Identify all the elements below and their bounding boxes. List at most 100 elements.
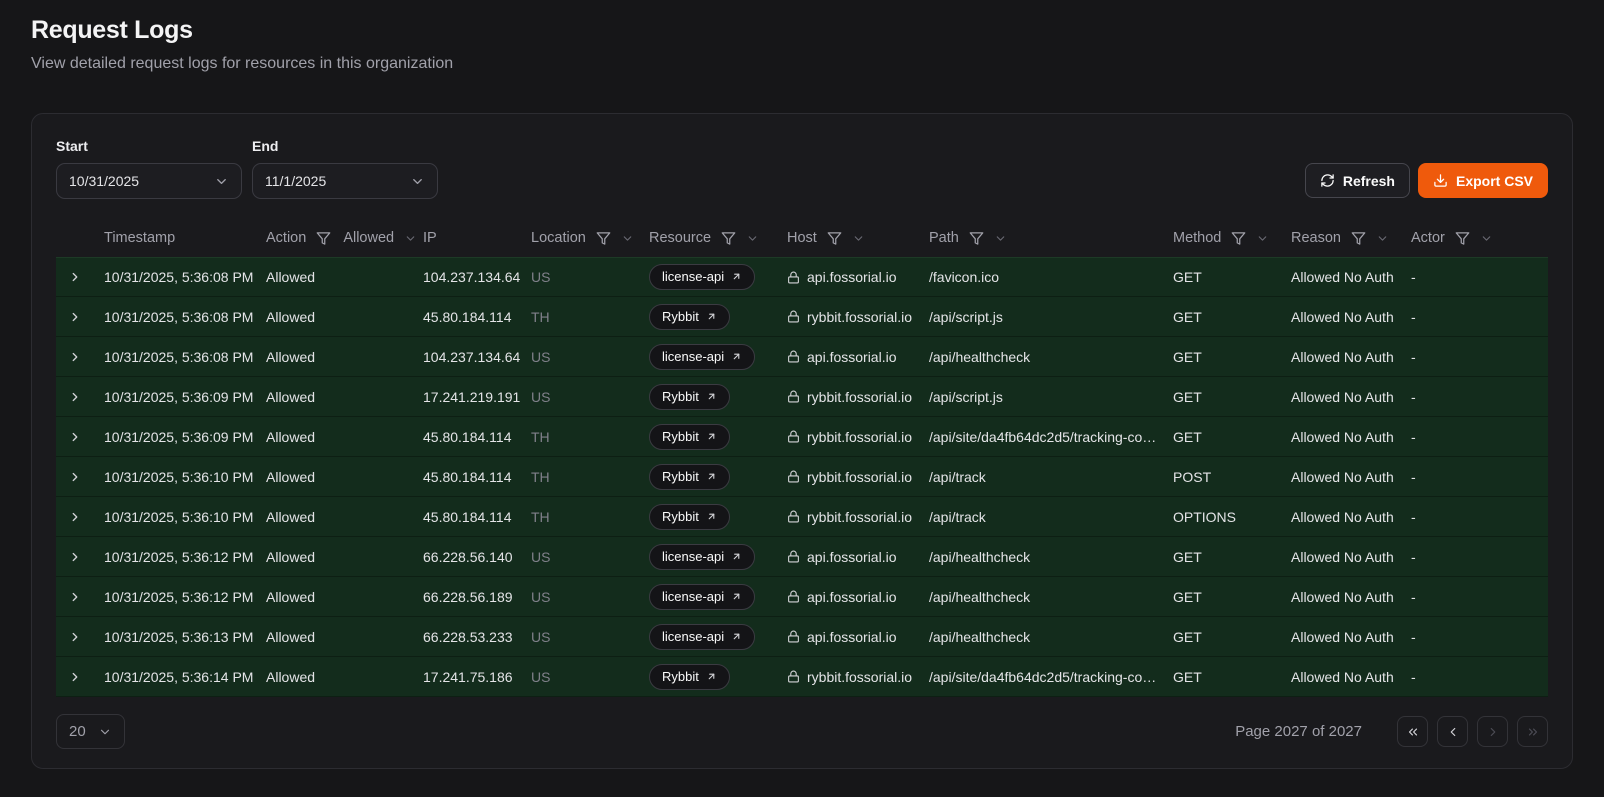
filter-icon[interactable] (316, 231, 331, 246)
last-page-button[interactable] (1517, 716, 1548, 747)
first-page-button[interactable] (1397, 716, 1428, 747)
location-cell: TH (531, 308, 550, 325)
table-row[interactable]: 10/31/2025, 5:36:08 PM Allowed 45.80.184… (56, 297, 1548, 337)
next-page-button[interactable] (1477, 716, 1508, 747)
lock-icon (787, 590, 800, 603)
ip-cell: 17.241.219.191 (423, 388, 521, 405)
resource-cell: Rybbit (649, 503, 787, 530)
previous-page-button[interactable] (1437, 716, 1468, 747)
export-csv-button[interactable]: Export CSV (1417, 163, 1548, 198)
timestamp-cell: 10/31/2025, 5:36:08 PM (104, 308, 254, 325)
request-logs-card: Start 10/31/2025 End 11/1/2025 (31, 113, 1573, 769)
table-row[interactable]: 10/31/2025, 5:36:13 PM Allowed 66.228.53… (56, 617, 1548, 657)
chevron-down-icon[interactable] (404, 232, 417, 245)
resource-cell: Rybbit (649, 383, 787, 410)
lock-icon (787, 550, 800, 563)
table-row[interactable]: 10/31/2025, 5:36:14 PM Allowed 17.241.75… (56, 657, 1548, 697)
host-cell: rybbit.fossorial.io (787, 669, 929, 685)
chevron-down-icon[interactable] (1256, 232, 1269, 245)
table-row[interactable]: 10/31/2025, 5:36:09 PM Allowed 17.241.21… (56, 377, 1548, 417)
path-cell: /api/healthcheck (929, 588, 1031, 605)
resource-link-badge[interactable]: license-api (649, 623, 756, 650)
chevron-down-icon[interactable] (852, 232, 865, 245)
table-row[interactable]: 10/31/2025, 5:36:10 PM Allowed 45.80.184… (56, 457, 1548, 497)
path-cell: /api/track (929, 508, 986, 525)
lock-icon (787, 430, 800, 443)
resource-link-badge[interactable]: Rybbit (649, 303, 730, 330)
end-date-select[interactable]: 11/1/2025 (252, 163, 438, 199)
timestamp-cell: 10/31/2025, 5:36:13 PM (104, 628, 254, 645)
chevron-down-icon[interactable] (621, 232, 634, 245)
expand-row-button[interactable] (56, 310, 104, 324)
method-cell: GET (1173, 269, 1202, 285)
lock-icon (787, 630, 800, 643)
chevron-down-icon[interactable] (746, 232, 759, 245)
filter-icon[interactable] (969, 231, 984, 246)
resource-link-badge[interactable]: license-api (649, 543, 756, 570)
action-filter-value[interactable]: Allowed (343, 230, 395, 246)
action-cell: Allowed (266, 468, 316, 485)
method-cell: OPTIONS (1173, 508, 1237, 525)
reason-cell: Allowed No Auth (1291, 548, 1394, 565)
expand-row-button[interactable] (56, 590, 104, 604)
refresh-button[interactable]: Refresh (1304, 163, 1410, 198)
start-date-select[interactable]: 10/31/2025 (56, 163, 242, 199)
expand-row-button[interactable] (56, 390, 104, 404)
expand-row-button[interactable] (56, 510, 104, 524)
table-row[interactable]: 10/31/2025, 5:36:10 PM Allowed 45.80.184… (56, 497, 1548, 537)
chevron-right-icon (1486, 725, 1500, 739)
table-row[interactable]: 10/31/2025, 5:36:09 PM Allowed 45.80.184… (56, 417, 1548, 457)
timestamp-cell: 10/31/2025, 5:36:12 PM (104, 548, 254, 565)
host-cell: rybbit.fossorial.io (787, 389, 929, 405)
filter-icon[interactable] (596, 231, 611, 246)
filter-icon[interactable] (1455, 231, 1470, 246)
arrow-up-right-icon (731, 591, 742, 602)
page-size-value: 20 (69, 723, 86, 740)
filter-icon[interactable] (721, 231, 736, 246)
expand-row-button[interactable] (56, 630, 104, 644)
expand-row-button[interactable] (56, 470, 104, 484)
column-header-timestamp: Timestamp (104, 230, 176, 246)
column-header-method: Method (1173, 230, 1291, 246)
ip-cell: 104.237.134.64 (423, 269, 521, 285)
filter-icon[interactable] (827, 231, 842, 246)
chevron-down-icon[interactable] (1480, 232, 1493, 245)
actor-cell: - (1411, 348, 1416, 365)
resource-link-badge[interactable]: license-api (649, 583, 756, 610)
refresh-icon (1320, 173, 1335, 188)
method-cell: POST (1173, 468, 1212, 485)
column-header-host: Host (787, 230, 929, 246)
chevron-down-icon[interactable] (1376, 232, 1389, 245)
host-name: rybbit.fossorial.io (807, 308, 913, 325)
resource-link-badge[interactable]: license-api (649, 264, 756, 290)
table-row[interactable]: 10/31/2025, 5:36:08 PM Allowed 104.237.1… (56, 257, 1548, 297)
expand-row-button[interactable] (56, 670, 104, 684)
expand-row-button[interactable] (56, 430, 104, 444)
resource-link-badge[interactable]: license-api (649, 343, 756, 370)
resource-link-badge[interactable]: Rybbit (649, 663, 730, 690)
expand-row-button[interactable] (56, 550, 104, 564)
resource-link-badge[interactable]: Rybbit (649, 503, 730, 530)
location-cell: US (531, 348, 551, 365)
arrow-up-right-icon (706, 511, 717, 522)
filter-icon[interactable] (1351, 231, 1366, 246)
method-cell: GET (1173, 428, 1202, 445)
resource-cell: Rybbit (649, 463, 787, 490)
expand-row-button[interactable] (56, 350, 104, 364)
page-size-select[interactable]: 20 (56, 714, 125, 749)
resource-link-badge[interactable]: Rybbit (649, 463, 730, 490)
reason-cell: Allowed No Auth (1291, 308, 1394, 325)
resource-link-badge[interactable]: Rybbit (649, 423, 730, 450)
table-row[interactable]: 10/31/2025, 5:36:12 PM Allowed 66.228.56… (56, 577, 1548, 617)
chevron-down-icon[interactable] (994, 232, 1007, 245)
host-cell: rybbit.fossorial.io (787, 309, 929, 325)
filter-icon[interactable] (1231, 231, 1246, 246)
table-row[interactable]: 10/31/2025, 5:36:12 PM Allowed 66.228.56… (56, 537, 1548, 577)
location-cell: US (531, 588, 551, 605)
resource-link-badge[interactable]: Rybbit (649, 383, 730, 410)
location-cell: US (531, 628, 551, 645)
resource-name: license-api (662, 628, 725, 644)
table-row[interactable]: 10/31/2025, 5:36:08 PM Allowed 104.237.1… (56, 337, 1548, 377)
expand-row-button[interactable] (56, 270, 104, 284)
chevron-down-icon (214, 174, 229, 189)
